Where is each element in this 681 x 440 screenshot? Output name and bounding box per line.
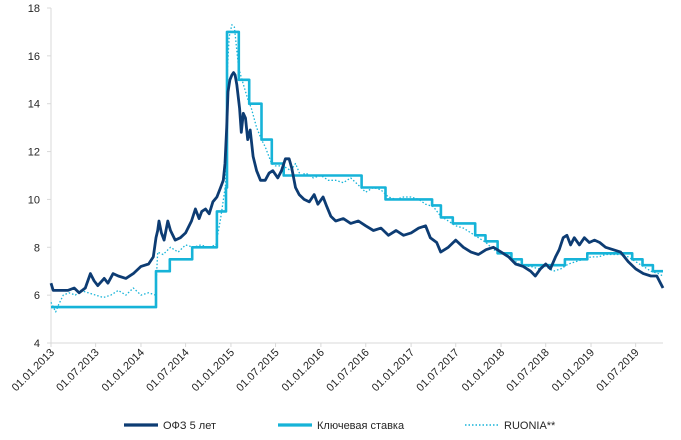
y-tick-label: 18 <box>28 3 40 15</box>
x-tick-label: 01.07.2014 <box>144 347 191 394</box>
x-tick-label: 01.01.2015 <box>190 347 237 394</box>
y-axis: 4 6 8 10 12 14 16 18 <box>28 3 52 350</box>
legend: ОФЗ 5 лет Ключевая ставка RUONIA** <box>124 420 556 432</box>
series-line-key-rate <box>51 30 663 309</box>
y-tick-label: 10 <box>28 194 40 206</box>
y-tick-label: 8 <box>34 242 40 254</box>
x-tick-label: 01.07.2019 <box>594 347 641 394</box>
x-tick-label: 01.01.2016 <box>280 347 327 394</box>
x-tick-label: 01.07.2017 <box>414 347 461 394</box>
y-tick-label: 16 <box>28 51 40 63</box>
legend-label-ruonia: RUONIA** <box>504 420 556 432</box>
x-tick-label: 01.07.2015 <box>234 347 281 394</box>
x-tick-label: 01.01.2018 <box>460 347 507 394</box>
x-tick-label: 01.01.2013 <box>10 347 57 394</box>
legend-label-key-rate: Ключевая ставка <box>317 420 405 432</box>
y-tick-label: 4 <box>34 338 40 350</box>
x-tick-label: 01.01.2017 <box>370 347 417 394</box>
legend-label-ofz: ОФЗ 5 лет <box>163 420 216 432</box>
x-tick-label: 01.07.2013 <box>54 347 101 394</box>
x-tick-label: 01.01.2014 <box>100 347 147 394</box>
x-tick-label: 01.07.2018 <box>504 347 551 394</box>
series-line-ruonia <box>50 24 664 313</box>
y-tick-label: 14 <box>28 99 40 111</box>
x-tick-label: 01.07.2016 <box>324 347 371 394</box>
plot-lines <box>49 24 665 313</box>
y-tick-label: 6 <box>34 290 40 302</box>
y-tick-label: 12 <box>28 147 40 159</box>
x-tick-label: 01.01.2019 <box>550 347 597 394</box>
series-line-ofz-5y <box>49 71 665 295</box>
x-axis: 01.01.201301.07.201301.01.201401.07.2014… <box>10 342 663 394</box>
